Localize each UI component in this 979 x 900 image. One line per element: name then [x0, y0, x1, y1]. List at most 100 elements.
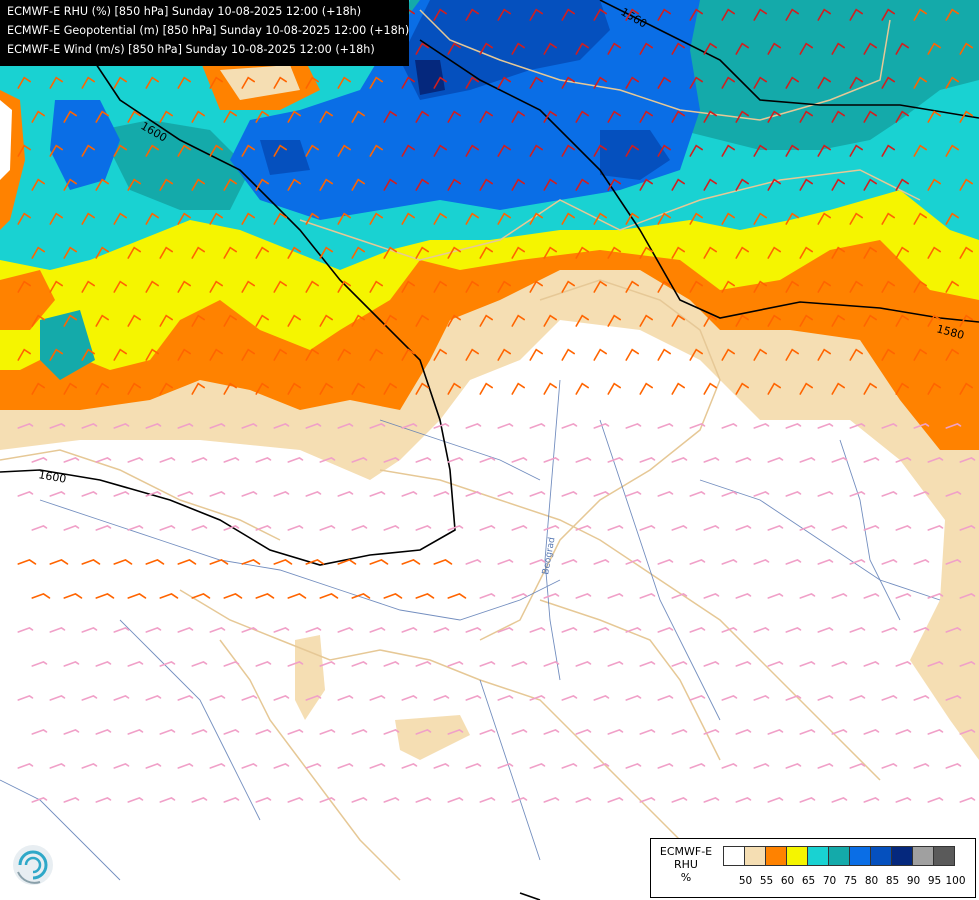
wind-barb — [657, 491, 674, 497]
wind-barb — [95, 797, 112, 803]
wind-barb — [703, 457, 720, 463]
wind-barb — [305, 695, 322, 701]
wind-barb — [927, 593, 944, 599]
wind-barb — [497, 8, 511, 21]
wind-barb — [177, 627, 194, 633]
wind-barb — [159, 661, 176, 667]
wind-barb — [657, 423, 674, 429]
wind-barb — [753, 76, 767, 89]
wind-barb — [255, 314, 269, 327]
wind-barb — [17, 627, 34, 633]
wind-barb — [689, 280, 703, 293]
rhu-legend: ECMWF-E RHU % 50 55 60 65 70 75 80 85 90 95 100 — [650, 838, 976, 898]
wind-barb — [49, 559, 69, 565]
wind-barb — [415, 42, 429, 55]
wind-barb — [639, 797, 656, 803]
wind-barb — [351, 382, 365, 395]
wind-barb — [511, 314, 525, 327]
wind-barb — [657, 280, 671, 293]
wind-barb — [209, 763, 226, 769]
wind-barb — [319, 382, 333, 395]
wind-barb — [817, 491, 834, 497]
wind-barb — [319, 525, 336, 531]
wind-barb — [753, 763, 770, 769]
wind-barb — [63, 593, 83, 599]
wind-barb — [799, 246, 813, 259]
wind-barb — [383, 525, 400, 531]
wind-barb — [703, 246, 717, 259]
wind-barb — [575, 593, 592, 599]
wind-barb — [593, 491, 610, 497]
wind-barb — [479, 178, 493, 191]
wind-barb — [639, 661, 656, 667]
wind-barb — [177, 76, 191, 89]
wind-barb — [273, 212, 287, 225]
wind-barb — [479, 314, 493, 327]
wind-barb — [17, 76, 31, 89]
wind-barb — [81, 212, 95, 225]
wind-barb — [753, 280, 767, 293]
wind-barb — [753, 144, 767, 157]
legend-tick-label: 65 — [801, 875, 816, 887]
wind-barb — [383, 661, 400, 667]
wind-barb — [561, 627, 578, 633]
wind-barb — [881, 559, 898, 565]
wind-barb — [785, 763, 802, 769]
wind-barb — [255, 661, 272, 667]
wind-barb — [639, 382, 653, 395]
legend-title-model: ECMWF-E — [659, 845, 713, 858]
wind-barb — [959, 797, 976, 803]
wind-barb — [273, 280, 287, 293]
wind-barb — [159, 110, 173, 123]
wind-barb — [945, 280, 959, 293]
wind-barb — [849, 212, 863, 225]
wind-barb — [319, 593, 339, 599]
wind-barb — [305, 423, 322, 429]
wind-barb — [607, 178, 621, 191]
wind-barb — [177, 763, 194, 769]
wind-barb — [831, 42, 845, 55]
wind-barb — [817, 627, 834, 633]
wind-barb — [959, 246, 973, 259]
legend-tick-label: 55 — [759, 875, 774, 887]
wind-barb — [255, 525, 272, 531]
wind-barb — [703, 382, 717, 395]
wind-barb — [863, 593, 880, 599]
wind-barb — [337, 559, 357, 565]
wind-barb — [433, 695, 450, 701]
wind-barb — [593, 695, 610, 701]
wind-barb — [305, 212, 319, 225]
wind-barb — [575, 525, 592, 531]
wind-barb — [849, 695, 866, 701]
wind-barb — [305, 627, 322, 633]
wind-barb — [191, 661, 208, 667]
wind-barb — [927, 661, 944, 667]
wind-barb — [607, 661, 624, 667]
legend-swatch — [744, 846, 766, 866]
wind-barb — [785, 76, 799, 89]
wind-barb — [415, 797, 432, 803]
wind-barb — [913, 76, 927, 89]
wind-barb — [785, 695, 802, 701]
wind-barb — [721, 280, 735, 293]
wind-barb — [689, 212, 703, 225]
wind-barb — [113, 348, 127, 361]
wind-barb — [223, 110, 237, 123]
wind-barb — [95, 593, 115, 599]
wind-barb — [113, 559, 133, 565]
wind-barb — [799, 457, 816, 463]
wind-barb — [657, 212, 671, 225]
wind-barb — [593, 559, 610, 565]
wind-barb — [831, 457, 848, 463]
legend-swatches — [723, 846, 955, 866]
wind-barb — [945, 559, 962, 565]
wind-barb — [831, 729, 848, 735]
wind-barb — [337, 76, 351, 89]
wind-barb — [241, 559, 261, 565]
wind-barb — [337, 695, 354, 701]
wind-barb — [689, 8, 703, 21]
wind-barb — [575, 314, 589, 327]
wind-barb — [607, 457, 624, 463]
wind-barb — [945, 695, 962, 701]
